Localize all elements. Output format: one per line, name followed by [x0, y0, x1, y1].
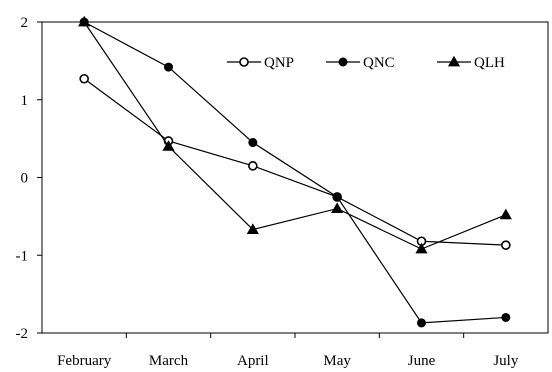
legend-label: QNP — [264, 55, 294, 71]
legend-item-qnp: QNP — [227, 55, 294, 71]
data-point-qnp — [501, 240, 511, 250]
data-point-qnc — [417, 318, 426, 328]
series-line-qnp — [83, 78, 506, 246]
legend: QNP QNC QLH — [227, 55, 505, 71]
y-tick-label: -1 — [16, 248, 29, 264]
y-tick-label: 1 — [21, 93, 29, 109]
series-line-qnc — [83, 21, 506, 324]
data-point-qnp — [79, 73, 89, 84]
data-point-qlh — [246, 223, 259, 234]
y-tick-label: -2 — [16, 326, 29, 342]
data-point-qnc — [332, 192, 342, 202]
data-point-qnc — [164, 62, 173, 72]
data-point-qnc — [248, 138, 258, 148]
legend-item-qnc: QNC — [326, 55, 395, 71]
y-tick-label: 0 — [21, 171, 29, 187]
series-line-qlh — [83, 21, 507, 250]
data-point-qlh — [415, 242, 428, 254]
axes: 2 1 0 -1 -2 February March April May June July — [16, 15, 549, 369]
data-point-qlh — [331, 202, 344, 213]
data-point-qnc — [501, 312, 511, 322]
series-qnc — [79, 17, 511, 328]
x-tick-label: June — [408, 353, 436, 369]
legend-marker — [447, 55, 461, 67]
series-layer — [78, 15, 512, 328]
data-point-qnp — [248, 161, 258, 171]
x-tick-label: July — [493, 353, 519, 369]
legend-marker — [338, 57, 348, 67]
plot-area-frame — [41, 21, 549, 334]
x-tick-label: April — [237, 353, 269, 369]
series-qnp — [79, 73, 511, 250]
x-tick-label: May — [323, 353, 351, 369]
x-tick-label: March — [149, 353, 189, 369]
data-point-qlh — [499, 208, 512, 220]
series-qlh — [78, 15, 512, 254]
legend-label: QNC — [363, 55, 395, 71]
y-tick-label: 2 — [21, 15, 29, 31]
legend-marker — [239, 57, 249, 67]
data-point-qlh — [162, 140, 175, 151]
data-point-qlh — [78, 15, 91, 27]
x-tick-label: February — [57, 353, 112, 369]
legend-item-qlh: QLH — [437, 55, 505, 71]
legend-label: QLH — [474, 55, 505, 71]
